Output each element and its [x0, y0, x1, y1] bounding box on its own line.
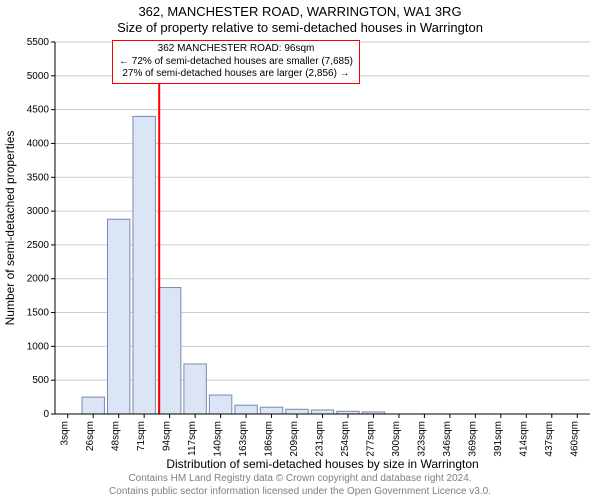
y-tick-label: 3500 — [27, 172, 50, 183]
y-axis-label: Number of semi-detached properties — [3, 131, 17, 326]
x-tick-label: 277sqm — [365, 421, 376, 457]
page-title-line2: Size of property relative to semi-detach… — [0, 20, 600, 35]
footer-line2: Contains public sector information licen… — [0, 486, 600, 499]
x-tick-label: 391sqm — [493, 421, 504, 457]
y-tick-label: 4000 — [27, 138, 50, 149]
callout-line3: 27% of semi-detached houses are larger (… — [119, 68, 353, 81]
y-tick-label: 2000 — [27, 274, 50, 285]
page-title-line1: 362, MANCHESTER ROAD, WARRINGTON, WA1 3R… — [0, 4, 600, 19]
callout-box: 362 MANCHESTER ROAD: 96sqm ← 72% of semi… — [112, 40, 360, 84]
histogram-bar — [311, 410, 333, 414]
y-tick-label: 500 — [32, 375, 49, 386]
histogram-bar — [107, 219, 129, 414]
x-tick-label: 346sqm — [442, 421, 453, 457]
x-tick-label: 163sqm — [238, 421, 249, 457]
x-tick-label: 254sqm — [340, 421, 351, 457]
histogram-bar — [133, 116, 155, 414]
y-tick-label: 1000 — [27, 341, 50, 352]
histogram-chart: 0 500 1000 1500 2000 2500 3000 3500 4000 4500 5000… — [0, 36, 600, 472]
x-tick-label: 140sqm — [213, 421, 224, 457]
x-tick-label: 300sqm — [391, 421, 402, 457]
y-tick-label: 0 — [43, 409, 49, 420]
histogram-bar — [184, 364, 206, 414]
y-tick-label: 1500 — [27, 308, 50, 319]
footer-line1: Contains HM Land Registry data © Crown c… — [0, 473, 600, 486]
y-tick-label: 2500 — [27, 240, 50, 251]
x-tick-label: 369sqm — [467, 421, 478, 457]
x-axis-label: Distribution of semi-detached houses by … — [166, 457, 478, 471]
histogram-bar — [158, 288, 180, 414]
footer: Contains HM Land Registry data © Crown c… — [0, 473, 600, 498]
y-tick-label: 5000 — [27, 71, 50, 82]
x-tick-label: 26sqm — [85, 421, 96, 451]
y-tick-label: 3000 — [27, 206, 50, 217]
histogram-bar — [235, 405, 257, 414]
callout-line1: 362 MANCHESTER ROAD: 96sqm — [119, 43, 353, 56]
callout-line2: ← 72% of semi-detached houses are smalle… — [119, 56, 353, 69]
histogram-bar — [260, 407, 282, 414]
y-tick-label: 4500 — [27, 105, 50, 116]
x-tick-label: 414sqm — [518, 421, 529, 457]
x-tick-label: 71sqm — [136, 421, 147, 451]
x-tick-label: 3sqm — [60, 421, 71, 445]
x-tick-label: 460sqm — [569, 421, 580, 457]
x-tick-label: 94sqm — [162, 421, 173, 451]
x-tick-label: 186sqm — [264, 421, 275, 457]
x-tick-label: 323sqm — [416, 421, 427, 457]
x-tick-label: 48sqm — [111, 421, 122, 451]
y-tick-label: 5500 — [27, 37, 50, 48]
histogram-bar — [286, 409, 308, 414]
histogram-bar — [209, 395, 231, 414]
x-tick-label: 117sqm — [187, 421, 198, 456]
histogram-bar — [82, 397, 104, 414]
x-tick-label: 437sqm — [544, 421, 555, 457]
x-tick-label: 209sqm — [289, 421, 300, 457]
x-tick-label: 231sqm — [315, 421, 326, 457]
